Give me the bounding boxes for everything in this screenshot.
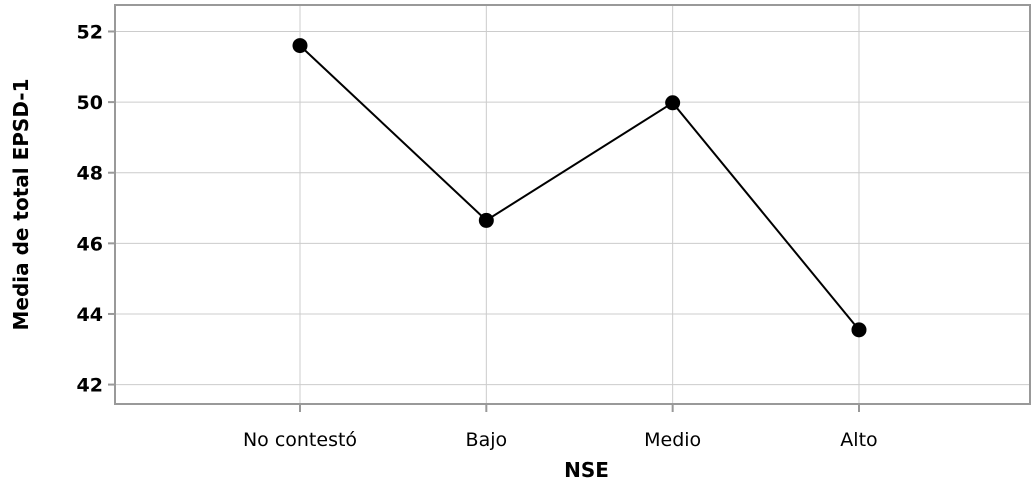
data-point [292, 38, 308, 54]
x-tick-label: No contestó [243, 429, 357, 451]
series-line-layer [299, 44, 860, 331]
data-point [665, 95, 681, 111]
x-tick-label: Bajo [466, 429, 508, 451]
data-point [478, 212, 494, 228]
plot-area-frame [114, 4, 1031, 405]
x-tick-label: Medio [644, 429, 701, 451]
y-tick-label: 48 [77, 163, 103, 185]
y-axis-ticks: 42 44 46 48 50 52 [77, 21, 115, 397]
y-tick-label: 50 [77, 92, 103, 114]
series-line [299, 44, 860, 331]
y-tick-label: 42 [77, 375, 103, 397]
y-tick-label: 44 [77, 304, 103, 326]
y-axis-title: Media de total EPSD-1 [9, 78, 33, 330]
y-tick-label: 46 [77, 233, 103, 255]
x-tick-label: Alto [840, 429, 877, 451]
x-axis-ticks: No contestó Bajo Medio Alto [243, 404, 878, 451]
y-tick-label: 52 [77, 21, 103, 43]
grid-lines [115, 5, 1030, 404]
data-point [851, 322, 867, 338]
data-points [292, 38, 867, 338]
x-axis-title: NSE [564, 458, 609, 482]
